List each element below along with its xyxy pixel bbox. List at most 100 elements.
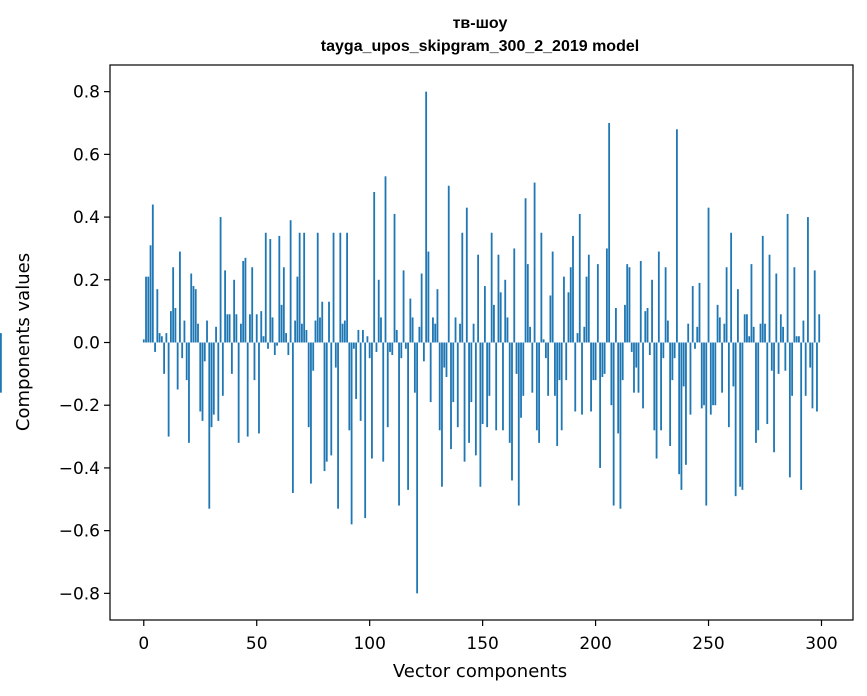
bar-201 (596, 264, 599, 343)
bar-181 (551, 251, 554, 343)
bar-225 (651, 279, 653, 343)
bar-32 (215, 326, 217, 343)
bar-94 (355, 342, 358, 399)
bar-258 (725, 267, 728, 343)
bar-270 (752, 326, 755, 343)
bar-64 (287, 342, 290, 356)
bar-174 (535, 342, 538, 431)
bar-61 (280, 304, 283, 343)
bar-164 (513, 248, 516, 343)
bar-241 (687, 323, 690, 343)
bar-105 (380, 317, 382, 343)
bar-15 (176, 342, 179, 390)
bar-36 (224, 270, 226, 343)
bar-217 (633, 342, 635, 393)
bar-71 (303, 232, 306, 343)
bar-75 (312, 342, 315, 371)
bar-167 (520, 342, 522, 418)
bar-182 (554, 342, 556, 396)
bar-234 (671, 342, 674, 381)
bar-173 (533, 182, 536, 343)
bar-91 (348, 342, 351, 431)
bar-275 (764, 323, 766, 343)
bar-153 (488, 342, 491, 396)
bar-135 (447, 185, 450, 343)
bar-299 (818, 314, 821, 343)
bar-238 (680, 342, 683, 490)
bar-261 (732, 342, 735, 387)
bar-31 (212, 342, 215, 415)
bar-115 (402, 270, 405, 343)
bar-248 (703, 342, 705, 406)
bar-81 (325, 342, 328, 462)
bar-108 (386, 342, 389, 428)
bar-74 (310, 342, 312, 484)
bar-116 (404, 342, 407, 349)
bar-129 (434, 323, 437, 343)
bar-251 (709, 342, 712, 415)
y-axis-label: Components values (13, 253, 34, 431)
bar-266 (743, 314, 746, 343)
bar-3 (149, 245, 152, 343)
bar-230 (662, 342, 665, 359)
bar-196 (585, 276, 588, 343)
bar-67 (294, 320, 297, 343)
bar-72 (305, 329, 308, 343)
bar-137 (452, 342, 455, 403)
bar-41 (235, 314, 238, 343)
bar-155 (493, 304, 495, 343)
bar-37 (226, 314, 229, 343)
bar-45 (244, 257, 247, 343)
bar-280 (775, 273, 778, 343)
bar-127 (429, 342, 432, 403)
bar-47 (249, 314, 251, 343)
bar-148 (477, 254, 480, 343)
bar-267 (746, 314, 748, 343)
bar-204 (603, 342, 606, 374)
bar-187 (565, 342, 568, 381)
bar-98 (364, 342, 367, 519)
x-axis: 0 50 100 150 200 250 300 (138, 620, 838, 654)
bar-169 (524, 198, 527, 343)
bars-group (0, 91, 821, 594)
bar-80 (323, 342, 326, 472)
bar-202 (599, 342, 602, 468)
bar-10 (165, 333, 168, 343)
x-axis-label: Vector components (393, 661, 567, 682)
bar-183 (556, 342, 559, 446)
bar-170 (526, 264, 529, 343)
y-axis: −0.8 −0.6 −0.4 −0.2 0.0 0.2 0.4 0.6 0.8 (59, 83, 110, 604)
bar-11 (167, 342, 170, 437)
bar-281 (777, 342, 780, 374)
bar-200 (594, 342, 597, 381)
bar-87 (339, 232, 342, 343)
y-tick-label: −0.6 (59, 522, 100, 542)
bar-272 (757, 342, 760, 431)
bar-186 (563, 276, 565, 343)
bar-88 (341, 323, 344, 343)
bar-254 (716, 304, 719, 343)
bar-198 (590, 342, 592, 412)
bar-283 (782, 326, 784, 343)
y-tick-label: 0.4 (73, 208, 100, 228)
bar-233 (669, 342, 672, 446)
bar-218 (635, 342, 638, 368)
bar-152 (486, 342, 489, 428)
bar-107 (384, 176, 387, 343)
bar-9 (163, 342, 166, 374)
bar-46 (246, 342, 249, 437)
bar-60 (278, 235, 281, 343)
bar-48 (251, 267, 254, 343)
bar-50 (255, 314, 258, 343)
bar-42 (237, 342, 240, 443)
plot-frame (109, 64, 854, 621)
bar-123 (420, 273, 423, 343)
bar-114 (400, 342, 403, 359)
bar-193 (578, 213, 581, 343)
bar-97 (362, 329, 364, 343)
bar-244 (694, 342, 696, 349)
bar-163 (511, 342, 513, 481)
bar-33 (217, 342, 220, 421)
